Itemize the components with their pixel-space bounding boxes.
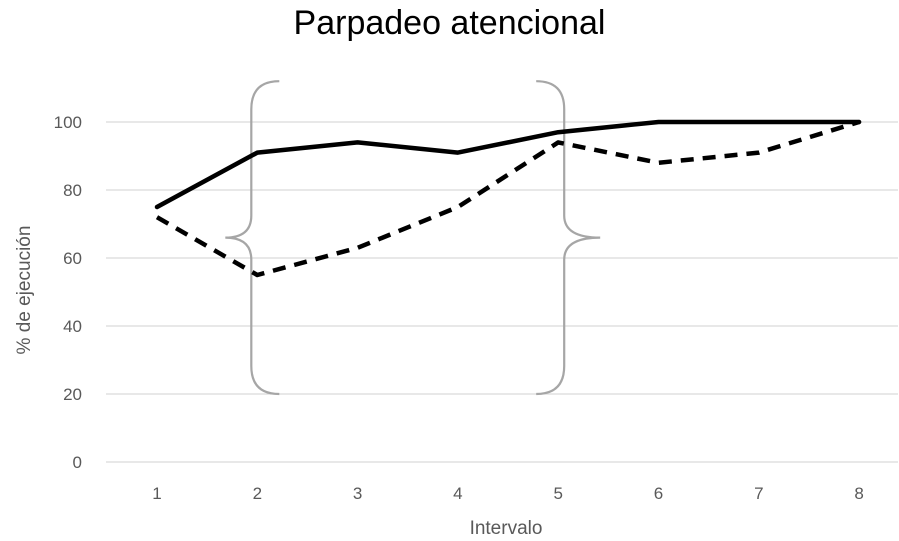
chart-title: Parpadeo atencional: [293, 4, 606, 42]
series-line-solid: [154, 119, 862, 210]
x-tick-label: 3: [353, 484, 362, 503]
x-tick-label: 5: [553, 484, 562, 503]
y-tick-label: 40: [63, 317, 82, 336]
x-tick-label: 7: [754, 484, 763, 503]
x-axis-label: Intervalo: [470, 518, 543, 539]
y-tick-labels: 0 20 40 60 80 100: [54, 113, 82, 472]
y-tick-label: 60: [63, 249, 82, 268]
x-tick-labels: 1 2 3 4 5 6 7 8: [152, 484, 864, 503]
series-line-dashed: [155, 119, 860, 278]
y-axis-label: % de ejecución: [14, 226, 35, 355]
y-tick-label: 80: [63, 181, 82, 200]
x-tick-label: 8: [854, 484, 863, 503]
series-lines: [154, 119, 862, 278]
y-tick-label: 100: [54, 113, 82, 132]
y-tick-label: 20: [63, 385, 82, 404]
x-tick-label: 6: [654, 484, 663, 503]
gridlines: [106, 121, 898, 463]
brace-left: [225, 80, 280, 396]
x-tick-label: 2: [253, 484, 262, 503]
x-tick-label: 1: [152, 484, 161, 503]
brace-annotations: [225, 80, 601, 396]
brace-right: [536, 80, 601, 396]
x-tick-label: 4: [453, 484, 462, 503]
y-tick-label: 0: [73, 453, 82, 472]
